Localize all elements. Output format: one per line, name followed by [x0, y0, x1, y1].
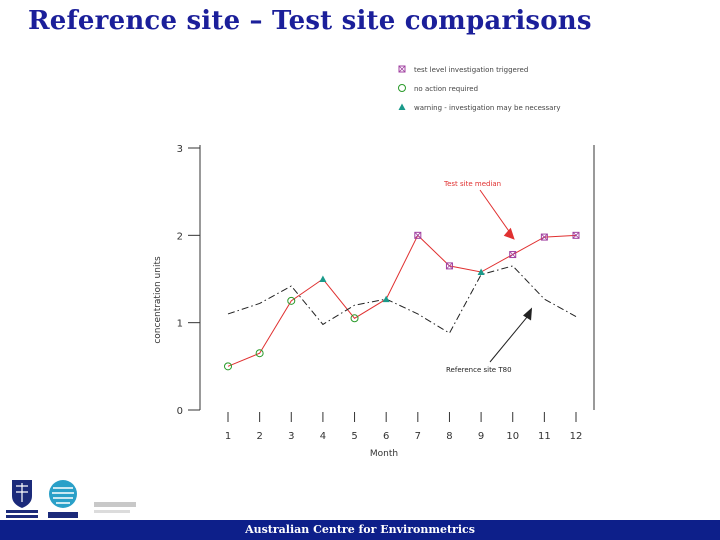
circle-marker [255, 349, 264, 358]
legend: test level investigation triggered no act… [398, 65, 561, 112]
y-tick-label: 0 [177, 406, 183, 417]
markers [224, 231, 580, 371]
box-marker-cross [572, 232, 580, 239]
box-marker-frame [540, 233, 548, 241]
y-tick-label: 2 [177, 231, 183, 242]
circle-marker [224, 362, 232, 371]
y-axis-label: concentration units [153, 256, 163, 344]
annotation-reference-arrow-line [489, 313, 531, 363]
box-marker [414, 231, 422, 239]
melbourne-logo [94, 502, 136, 513]
x-tick-label: 5 [351, 431, 357, 442]
legend-label: no action required [414, 85, 478, 93]
box-marker-frame [398, 65, 406, 73]
triangle-marker [477, 268, 485, 276]
box-marker-frame [509, 251, 517, 259]
x-tick-label: 12 [570, 431, 583, 442]
x-tick-label: 2 [256, 431, 262, 442]
x-tick-label: 6 [383, 431, 389, 442]
footer-bar: Australian Centre for Environmetrics [0, 520, 720, 540]
x-tick-label: 10 [506, 431, 519, 442]
x-tick-label: 1 [225, 431, 231, 442]
y-tick-label: 1 [177, 319, 183, 330]
box-marker-frame [414, 231, 422, 239]
annotation-reference-arrowhead [523, 307, 533, 321]
slide-title: Reference site – Test site comparisons [28, 6, 592, 36]
annotations: Test site median Reference site T80 [443, 180, 533, 374]
x-tick-label: 4 [320, 431, 326, 442]
x-tick-label: 3 [288, 431, 294, 442]
legend-label: test level investigation triggered [414, 66, 528, 74]
box-marker [572, 231, 580, 239]
y-tick-label: 3 [177, 144, 183, 155]
university-of-melbourne-logo [6, 480, 38, 518]
x-tick-label: 9 [478, 431, 484, 442]
box-marker-cross [398, 65, 406, 73]
circle-marker [287, 296, 296, 305]
x-axis-label: Month [370, 449, 398, 459]
triangle-marker [382, 295, 390, 303]
circle-marker [398, 84, 406, 92]
axes [199, 145, 595, 410]
x-tick-label: 7 [415, 431, 421, 442]
annotation-reference: Reference site T80 [446, 366, 512, 374]
x-tick-label: 11 [538, 431, 551, 442]
series [227, 234, 577, 367]
csiro-logo [48, 480, 78, 518]
annotation-test-median: Test site median [443, 180, 501, 188]
box-marker [509, 251, 517, 259]
box-marker-cross [414, 232, 422, 239]
x-ticks: 1 2 3 4 5 6 7 8 9 10 11 12 [225, 412, 583, 442]
box-marker-frame [445, 262, 453, 270]
box-marker [540, 233, 548, 241]
x-tick-label: 8 [446, 431, 452, 442]
test-median-line [227, 234, 577, 367]
reference-line [227, 265, 577, 334]
box-marker-frame [572, 231, 580, 239]
legend-label: warning - investigation may be necessary [414, 104, 561, 112]
y-ticks: 0 1 2 3 [177, 144, 200, 417]
box-marker-cross [446, 262, 453, 270]
annotation-test-arrowhead [503, 227, 515, 240]
box-marker [445, 262, 453, 270]
annotation-test-arrow-line [479, 189, 512, 234]
footer-text: Australian Centre for Environmetrics [245, 523, 475, 536]
box-marker-cross [509, 251, 517, 258]
box-marker-cross [541, 233, 548, 241]
circle-marker [350, 314, 359, 323]
triangle-marker [319, 275, 327, 282]
box-marker [398, 65, 406, 73]
triangle-marker [398, 103, 406, 110]
